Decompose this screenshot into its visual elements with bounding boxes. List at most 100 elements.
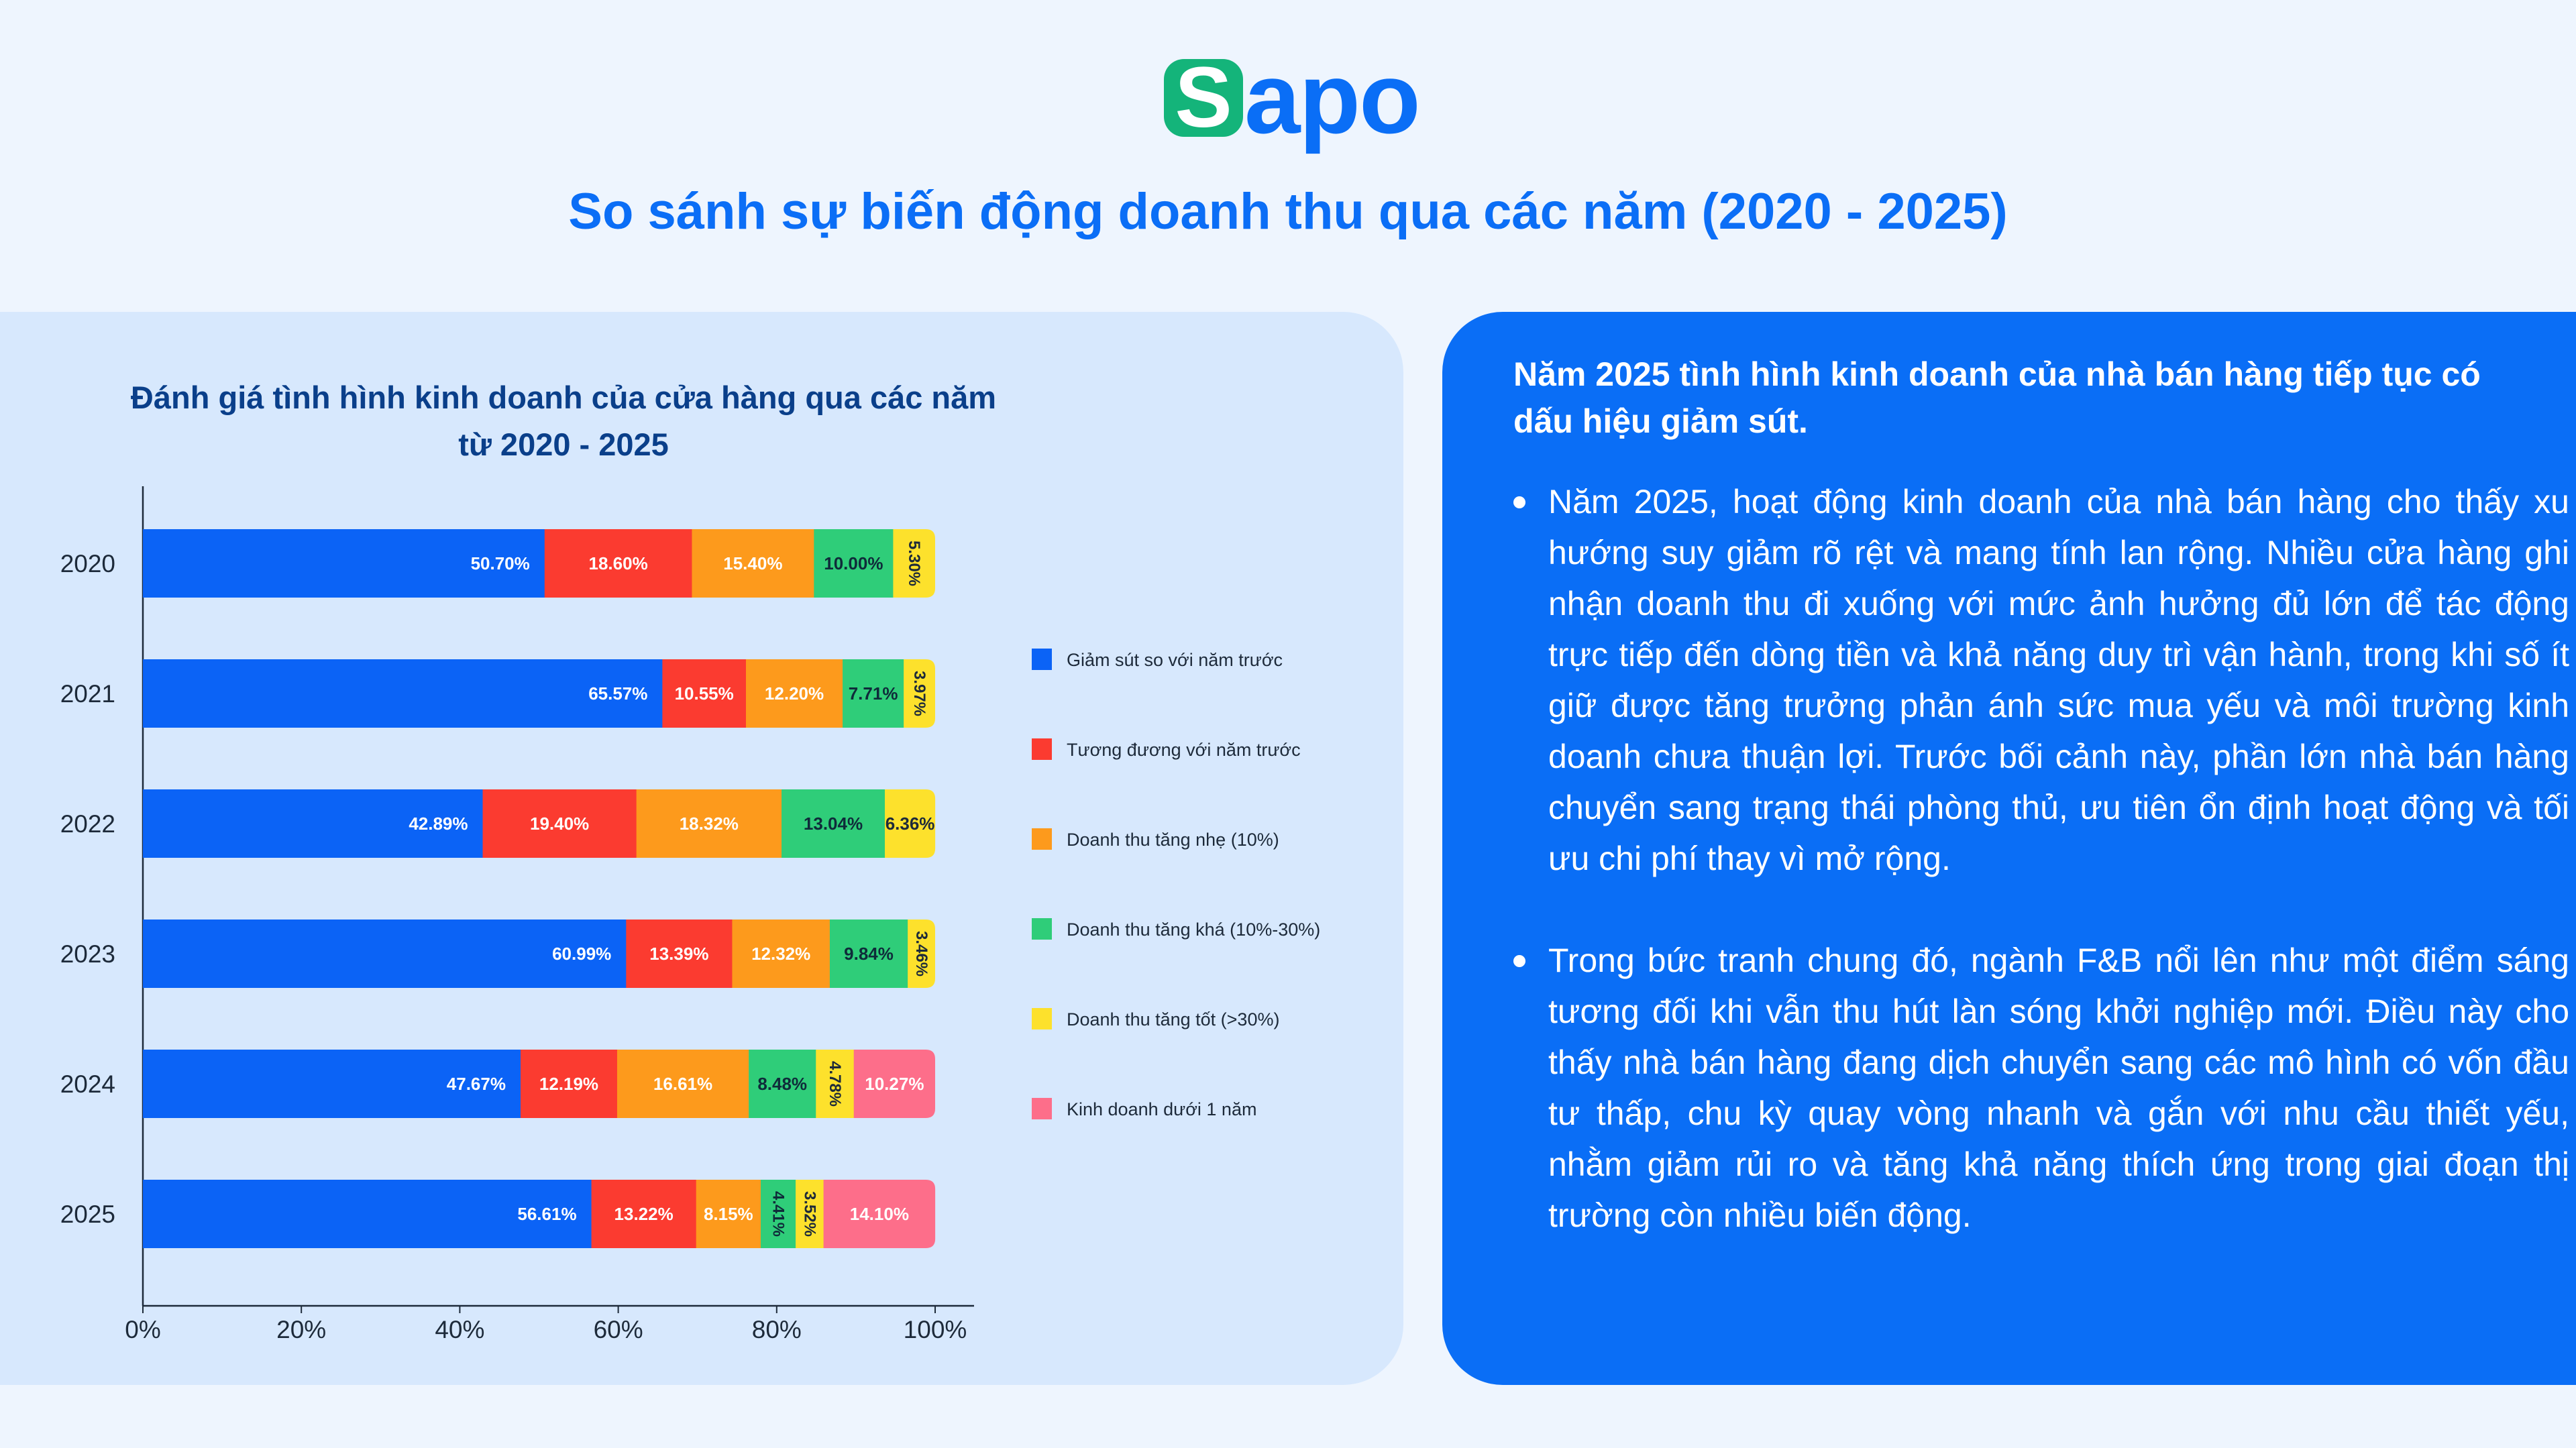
bullet-dot-icon	[1513, 496, 1525, 508]
bar-segment	[636, 789, 782, 858]
data-label: 4.78%	[826, 1061, 844, 1107]
insight-panel: Năm 2025 tình hình kinh doanh của nhà bá…	[1442, 312, 2576, 1385]
legend-label: Kinh doanh dưới 1 năm	[1067, 1099, 1256, 1119]
data-label: 3.46%	[912, 931, 930, 977]
bar-segment	[662, 659, 747, 728]
bar-segment	[760, 1180, 796, 1248]
data-label: 56.61%	[517, 1204, 576, 1224]
bar-segment	[143, 920, 627, 988]
y-tick-label: 2021	[60, 680, 115, 708]
bar-segment	[853, 1050, 935, 1118]
bar-segment	[885, 789, 936, 858]
legend-swatch	[1032, 918, 1052, 940]
data-label: 10.55%	[675, 683, 734, 704]
bar-segment	[696, 1180, 761, 1248]
data-label: 18.60%	[589, 553, 648, 573]
data-label: 18.32%	[680, 814, 739, 834]
bar-segment	[814, 529, 894, 598]
y-tick-label: 2022	[60, 810, 115, 838]
bar-segment	[143, 1180, 592, 1248]
bullet-dot-icon	[1513, 955, 1525, 967]
data-label: 9.84%	[844, 944, 894, 964]
y-tick-label: 2025	[60, 1201, 115, 1228]
bar-segment	[591, 1180, 697, 1248]
bar-segment	[616, 1050, 749, 1118]
logo-badge: S	[1164, 55, 1243, 141]
data-label: 13.39%	[649, 944, 708, 964]
x-tick-label: 80%	[752, 1316, 802, 1343]
data-label: 7.71%	[849, 683, 898, 704]
bar-segment	[143, 1050, 521, 1118]
data-label: 8.48%	[757, 1074, 807, 1094]
x-tick-label: 60%	[594, 1316, 643, 1343]
legend-swatch	[1032, 1008, 1052, 1029]
legend-label: Giảm sút so với năm trước	[1067, 650, 1283, 670]
bar-segment	[782, 789, 885, 858]
bar-segment	[796, 1180, 824, 1248]
insight-bullet: Trong bức tranh chung đó, ngành F&B nổi …	[1513, 935, 2569, 1241]
bar-segment	[143, 659, 663, 728]
insight-bullet-text: Năm 2025, hoạt động kinh doanh của nhà b…	[1548, 483, 2569, 877]
page-title: So sánh sự biến động doanh thu qua các n…	[568, 183, 2008, 240]
bar-segment	[843, 659, 904, 728]
data-label: 50.70%	[471, 553, 530, 573]
insight-list: Năm 2025, hoạt động kinh doanh của nhà b…	[1513, 476, 2569, 1241]
legend-swatch	[1032, 1098, 1052, 1119]
insight-heading: Năm 2025 tình hình kinh doanh của nhà bá…	[1513, 355, 2481, 440]
legend-swatch	[1032, 649, 1052, 670]
data-label: 3.52%	[800, 1191, 818, 1237]
data-label: 5.30%	[905, 541, 923, 586]
data-label: 47.67%	[447, 1074, 506, 1094]
chart-title: Đánh giá tình hình kinh doanh của cửa hà…	[130, 380, 997, 462]
data-label: 13.04%	[804, 814, 863, 834]
bar-segment	[749, 1050, 816, 1118]
data-label: 10.00%	[824, 553, 883, 573]
x-tick-label: 100%	[904, 1316, 967, 1343]
bar-segment	[829, 920, 908, 988]
data-label: 14.10%	[850, 1204, 909, 1224]
legend-swatch	[1032, 738, 1052, 760]
bar-segment	[482, 789, 637, 858]
bar-segment	[908, 920, 935, 988]
data-label: 15.40%	[723, 553, 782, 573]
data-label: 42.89%	[409, 814, 468, 834]
legend-label: Doanh thu tăng tốt (>30%)	[1067, 1009, 1279, 1029]
data-label: 16.61%	[653, 1074, 712, 1094]
data-label: 13.22%	[614, 1204, 674, 1224]
y-tick-label: 2024	[60, 1070, 115, 1098]
legend-label: Doanh thu tăng nhẹ (10%)	[1067, 830, 1279, 850]
bar-segment	[544, 529, 692, 598]
data-label: 19.40%	[530, 814, 589, 834]
data-label: 65.57%	[588, 683, 647, 704]
data-label: 12.20%	[765, 683, 824, 704]
bar-segment	[626, 920, 733, 988]
bar-segment	[904, 659, 935, 728]
data-label: 8.15%	[704, 1204, 753, 1224]
y-tick-label: 2020	[60, 550, 115, 577]
data-label: 60.99%	[552, 944, 611, 964]
x-tick-label: 40%	[435, 1316, 484, 1343]
bar-segment	[823, 1180, 936, 1248]
data-label: 3.97%	[910, 671, 928, 716]
bar-segment	[893, 529, 935, 598]
x-tick-label: 20%	[276, 1316, 326, 1343]
insight-bullet-text: Trong bức tranh chung đó, ngành F&B nổi …	[1548, 942, 2569, 1234]
stacked-bar-chart: 0% 20% 40% 60% 80% 100% 2020 50.70% 18.60% 15.40%…	[60, 486, 1320, 1343]
bar-segment	[520, 1050, 618, 1118]
data-label: 4.41%	[769, 1191, 787, 1237]
legend-swatch	[1032, 828, 1052, 850]
logo-text: apo	[1244, 42, 1421, 154]
y-tick-label: 2023	[60, 940, 115, 968]
data-label: 12.32%	[751, 944, 810, 964]
data-label: 6.36%	[885, 814, 935, 834]
bar-segment	[692, 529, 814, 598]
data-label: 10.27%	[865, 1074, 924, 1094]
bar-segment	[732, 920, 830, 988]
sapo-logo: S apo	[1164, 42, 1421, 154]
legend-label: Doanh thu tăng khá (10%-30%)	[1067, 920, 1320, 940]
legend-label: Tương đương với năm trước	[1067, 740, 1301, 760]
bar-segment	[143, 529, 545, 598]
bar-segment	[816, 1050, 855, 1118]
x-tick-label: 0%	[125, 1316, 160, 1343]
bar-segment	[745, 659, 843, 728]
